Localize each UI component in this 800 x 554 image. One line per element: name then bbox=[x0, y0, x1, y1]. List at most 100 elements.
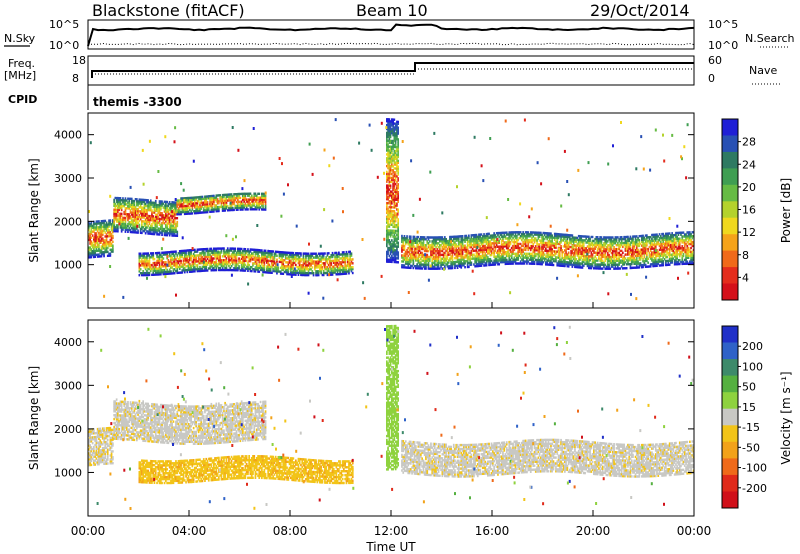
heatmap-cell bbox=[242, 196, 244, 199]
heatmap-cell bbox=[180, 205, 182, 208]
heatmap-cell bbox=[262, 198, 264, 201]
heatmap-cell bbox=[242, 257, 244, 260]
heatmap-cell bbox=[202, 269, 205, 272]
heatmap-cell bbox=[104, 250, 107, 254]
heatmap-cell bbox=[160, 225, 162, 229]
heatmap-cell bbox=[421, 253, 423, 256]
heatmap-cell bbox=[282, 262, 285, 266]
heatmap-cell bbox=[392, 192, 394, 195]
heatmap-cell bbox=[307, 262, 310, 265]
heatmap-cell bbox=[196, 250, 199, 253]
heatmap-cell bbox=[279, 258, 282, 262]
heatmap-cell bbox=[144, 198, 147, 202]
heatmap-cell bbox=[178, 255, 181, 259]
heatmap-cell bbox=[185, 261, 187, 264]
heatmap-cell bbox=[406, 239, 408, 242]
heatmap-cell bbox=[110, 248, 113, 251]
heatmap-cell bbox=[339, 263, 341, 266]
heatmap-cell bbox=[168, 251, 171, 254]
heatmap-cell bbox=[394, 229, 397, 233]
heatmap-cell bbox=[153, 267, 156, 270]
heatmap-cell bbox=[123, 199, 126, 202]
heatmap-cell bbox=[96, 237, 99, 241]
heatmap-cell bbox=[295, 259, 297, 263]
heatmap-cell bbox=[404, 239, 407, 242]
heatmap-cell bbox=[200, 211, 203, 214]
heatmap-cell bbox=[425, 267, 427, 270]
heatmap-cell bbox=[391, 169, 393, 172]
heatmap-cell bbox=[498, 263, 500, 266]
heatmap-cell bbox=[172, 226, 175, 229]
heatmap-cell bbox=[388, 182, 391, 185]
heatmap-cell bbox=[89, 234, 91, 237]
heatmap-cell bbox=[392, 182, 394, 186]
heatmap-cell bbox=[117, 204, 119, 208]
heatmap-cell bbox=[138, 260, 141, 263]
heatmap-cell bbox=[281, 260, 283, 264]
heatmap-cell bbox=[216, 194, 219, 197]
heatmap-cell bbox=[88, 238, 90, 242]
heatmap-cell bbox=[406, 250, 408, 254]
heatmap-cell bbox=[396, 155, 398, 159]
heatmap-cell bbox=[254, 200, 257, 203]
heatmap-cell bbox=[409, 255, 412, 258]
heatmap-cell bbox=[168, 262, 171, 266]
heatmap-cell bbox=[162, 216, 165, 219]
heatmap-cell bbox=[128, 215, 131, 218]
heatmap-cell bbox=[310, 264, 312, 267]
heatmap-cell bbox=[189, 208, 191, 211]
heatmap-cell bbox=[128, 201, 131, 204]
heatmap-cell bbox=[288, 261, 291, 264]
heatmap-cell bbox=[295, 257, 297, 261]
heatmap-cell bbox=[88, 248, 90, 251]
heatmap-cell bbox=[394, 216, 397, 219]
heatmap-cell bbox=[141, 272, 143, 275]
heatmap-cell bbox=[104, 227, 107, 230]
heatmap-cell bbox=[264, 249, 267, 252]
heatmap-cell bbox=[397, 194, 399, 198]
heatmap-cell bbox=[436, 265, 439, 268]
heatmap-cell bbox=[90, 242, 93, 245]
heatmap-cell bbox=[122, 226, 124, 229]
heatmap-cell bbox=[162, 222, 165, 225]
heatmap-cell bbox=[185, 200, 187, 204]
heatmap-cell bbox=[165, 220, 167, 223]
heatmap-cell bbox=[219, 263, 221, 266]
heatmap-cell bbox=[144, 208, 147, 212]
heatmap-cell bbox=[387, 153, 389, 156]
heatmap-cell bbox=[418, 259, 421, 262]
heatmap-cell bbox=[225, 195, 228, 198]
heatmap-cell bbox=[163, 270, 166, 274]
heatmap-cell bbox=[149, 228, 152, 231]
heatmap-cell bbox=[445, 245, 447, 249]
heatmap-cell bbox=[387, 163, 389, 166]
heatmap-cell bbox=[332, 265, 335, 268]
heatmap-cell bbox=[242, 259, 244, 262]
heatmap-cell bbox=[336, 263, 339, 266]
heatmap-cell bbox=[172, 270, 175, 273]
heatmap-cell bbox=[247, 265, 249, 269]
heatmap-cell bbox=[416, 237, 418, 241]
heatmap-cell bbox=[442, 240, 445, 243]
heatmap-cell bbox=[220, 251, 223, 254]
heatmap-cell bbox=[389, 233, 392, 236]
heatmap-cell bbox=[305, 256, 307, 259]
heatmap-cell bbox=[350, 266, 353, 269]
heatmap-cell bbox=[297, 252, 300, 255]
heatmap-cell bbox=[425, 249, 427, 253]
heatmap-cell bbox=[393, 143, 396, 147]
heatmap-cell bbox=[181, 271, 184, 274]
heatmap-cell bbox=[287, 261, 290, 264]
heatmap-cell bbox=[151, 213, 153, 216]
heatmap-cell bbox=[177, 213, 180, 216]
heatmap-cell bbox=[411, 264, 413, 268]
heatmap-cell bbox=[115, 198, 118, 202]
heatmap-cell bbox=[88, 254, 90, 257]
heatmap-cell bbox=[120, 220, 123, 223]
heatmap-cell bbox=[388, 122, 391, 125]
heatmap-cell bbox=[344, 264, 346, 268]
heatmap-cell bbox=[308, 254, 311, 257]
heatmap-cell bbox=[326, 265, 329, 269]
heatmap-cell bbox=[182, 208, 185, 212]
heatmap-cell bbox=[147, 260, 149, 263]
